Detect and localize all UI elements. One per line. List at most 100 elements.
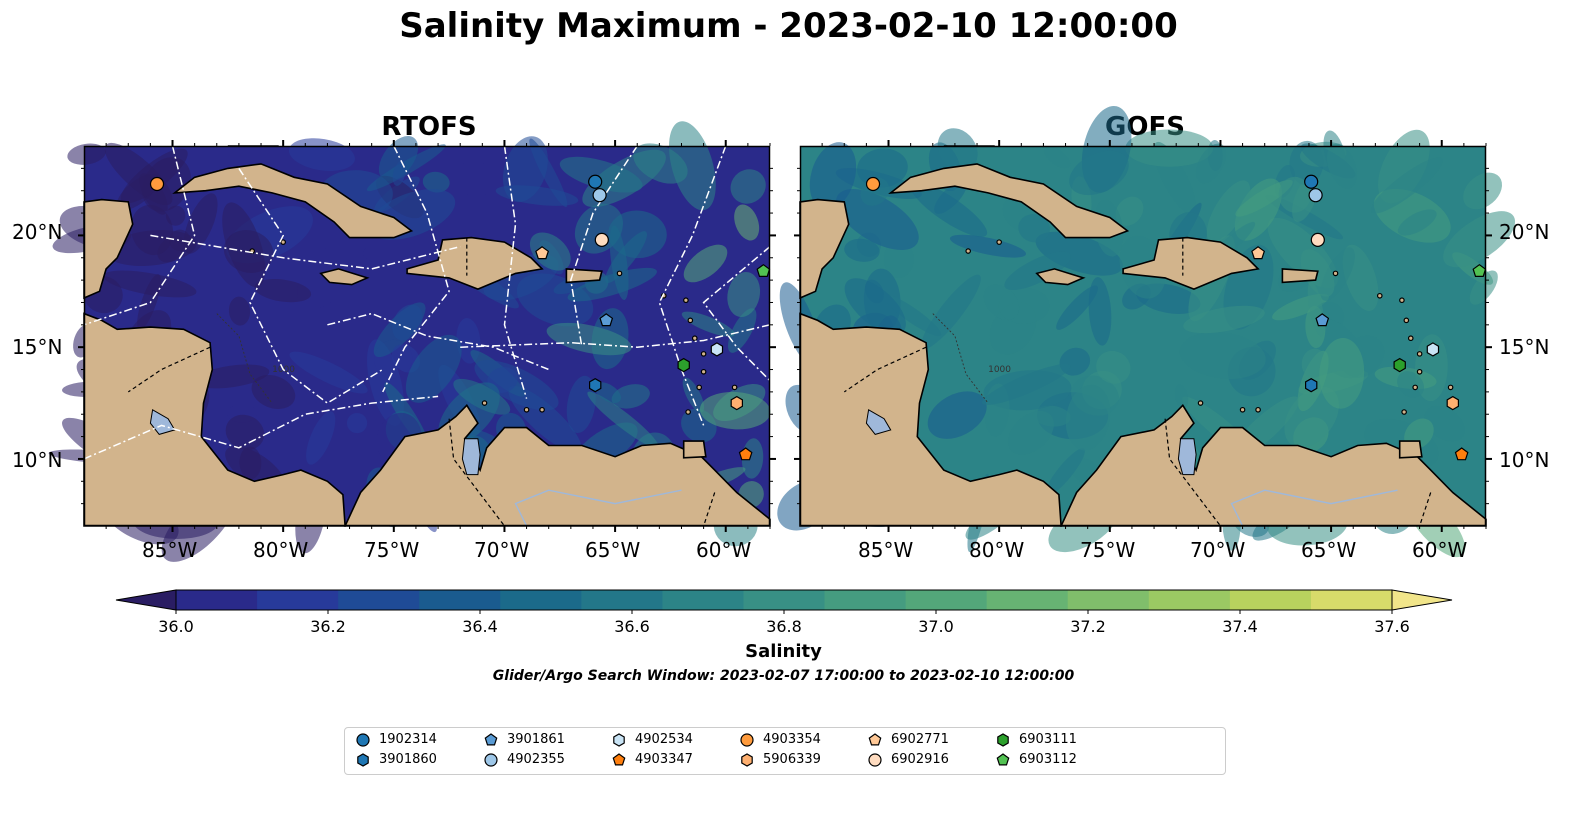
lon-label-left-65w: 65°W xyxy=(585,538,641,562)
float-marker-5906339 xyxy=(1446,395,1460,411)
lon-label-right-75w: 75°W xyxy=(1080,538,1136,562)
lake-maracaibo xyxy=(461,438,481,476)
small-island xyxy=(1416,351,1423,357)
lon-label-left-80w: 80°W xyxy=(253,538,309,562)
legend-label: 3901860 xyxy=(379,752,437,767)
central-america-land xyxy=(799,312,1062,527)
legend-item: 3901861 xyxy=(483,731,565,749)
lon-label-right-60w: 60°W xyxy=(1412,538,1468,562)
colorbar-segment xyxy=(581,590,663,610)
colorbar-segment xyxy=(419,590,501,610)
eez-boundary xyxy=(150,234,461,270)
yucatan-land xyxy=(799,198,850,300)
lake-maracaibo xyxy=(1177,438,1197,476)
float-marker-6902771 xyxy=(535,246,550,260)
float-marker-5906339 xyxy=(730,395,744,411)
float-marker-4902355 xyxy=(1308,188,1323,203)
circle-marker-icon xyxy=(740,732,754,747)
colorbar-tick-label: 37.6 xyxy=(1374,617,1410,636)
small-island xyxy=(965,248,971,254)
circle-marker-icon xyxy=(356,732,370,747)
small-island xyxy=(1407,335,1414,342)
lat-label-left-15n: 15°N xyxy=(12,335,63,359)
jamaica-land xyxy=(319,268,370,286)
depth-contour xyxy=(216,313,273,404)
lat-label-right-20n: 20°N xyxy=(1499,220,1550,244)
float-marker-3901860 xyxy=(589,378,602,393)
lon-label-left-60w: 60°W xyxy=(696,538,752,562)
small-island xyxy=(687,317,694,324)
float-legend: 1902314 3901860 3901861 4902355 4902534 49033… xyxy=(344,727,1226,775)
float-marker-6903111 xyxy=(677,357,690,373)
circle-marker-icon xyxy=(868,752,882,767)
small-island xyxy=(1416,368,1423,375)
lon-label-right-80w: 80°W xyxy=(969,538,1025,562)
gofs-map: 1000 xyxy=(777,105,1516,558)
circle-marker-icon xyxy=(484,752,498,767)
float-marker-3901861 xyxy=(1315,313,1330,327)
small-island xyxy=(539,406,545,413)
colorbar-segment xyxy=(176,590,258,610)
float-marker-6902916 xyxy=(1310,232,1325,247)
legend-item: 6902771 xyxy=(867,731,949,749)
small-island xyxy=(1239,406,1246,413)
eez-boundary xyxy=(658,145,727,426)
small-island xyxy=(700,351,707,357)
lon-label-right-65w: 65°W xyxy=(1301,538,1357,562)
legend-item: 1902314 xyxy=(355,731,437,749)
float-marker-4903354 xyxy=(865,176,881,192)
lat-label-right-10n: 10°N xyxy=(1499,448,1550,472)
colorbar-tick-label: 37.2 xyxy=(1070,617,1106,636)
legend-item: 6902916 xyxy=(867,751,949,769)
colorbar-segment xyxy=(905,590,988,610)
small-island xyxy=(481,400,488,406)
pentagon-marker-icon xyxy=(612,752,626,765)
colorbar-extend-high xyxy=(1391,589,1453,611)
small-island xyxy=(696,384,702,391)
float-marker-4903354 xyxy=(149,176,165,192)
colorbar-segment xyxy=(1229,590,1312,610)
colorbar-segment xyxy=(743,590,826,610)
small-island xyxy=(1401,409,1407,415)
legend-label: 6902771 xyxy=(891,732,949,747)
legend-item: 5906339 xyxy=(739,751,821,769)
float-marker-4903347 xyxy=(738,447,753,461)
small-island xyxy=(685,409,691,415)
legend-item: 6903112 xyxy=(995,751,1077,769)
eez-boundary xyxy=(83,145,196,326)
eez-boundary xyxy=(327,312,549,371)
eez-boundary xyxy=(570,145,638,348)
legend-label: 4902534 xyxy=(635,732,693,747)
puerto-rico-land xyxy=(565,268,603,284)
map-frame xyxy=(83,145,771,527)
country-border xyxy=(1419,492,1432,527)
colorbar-label: Salinity xyxy=(745,641,822,662)
yucatan-land xyxy=(83,198,134,300)
colorbar-segment xyxy=(1148,590,1231,610)
hexagon-marker-icon xyxy=(741,752,753,767)
legend-item: 4902534 xyxy=(611,731,693,749)
eez-boundary xyxy=(503,145,528,399)
hispaniola-land xyxy=(406,236,544,290)
hexagon-marker-icon xyxy=(613,732,625,747)
small-island xyxy=(1376,292,1383,299)
float-marker-3901860 xyxy=(1305,378,1318,393)
legend-label: 6903111 xyxy=(1019,732,1077,747)
country-border xyxy=(127,346,211,393)
small-island xyxy=(1412,384,1418,391)
search-window-caption: Glider/Argo Search Window: 2023-02-07 17… xyxy=(492,668,1075,684)
small-island xyxy=(1332,270,1339,277)
country-border xyxy=(703,492,716,527)
small-island xyxy=(1197,400,1204,406)
trinidad-land xyxy=(1398,440,1423,459)
cuba-land xyxy=(888,163,1130,239)
puerto-rico-land xyxy=(1281,268,1319,284)
colorbar-segment xyxy=(986,590,1069,610)
small-island xyxy=(700,368,707,375)
lake-nicaragua xyxy=(149,409,176,435)
lat-label-right-15n: 15°N xyxy=(1499,335,1550,359)
legend-label: 1902314 xyxy=(379,732,437,747)
small-island xyxy=(996,239,1002,245)
map-frame xyxy=(799,145,1487,527)
float-marker-6902771 xyxy=(1251,246,1266,260)
